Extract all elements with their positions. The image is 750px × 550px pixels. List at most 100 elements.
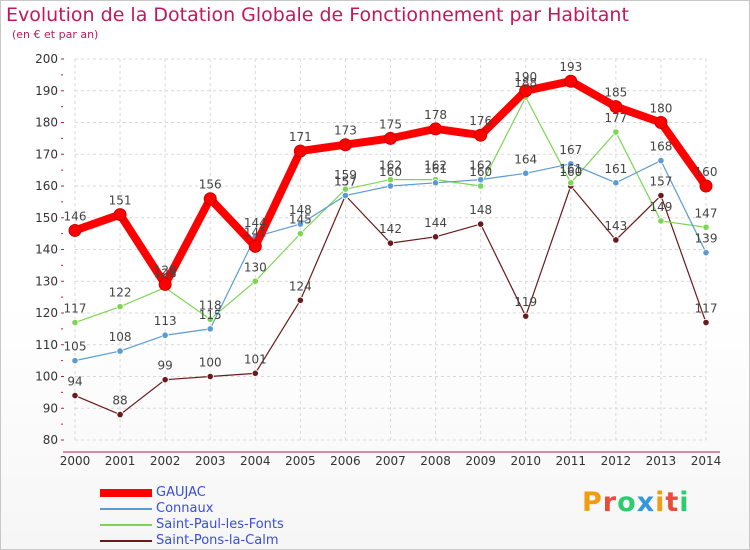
data-point: [203, 192, 217, 206]
y-tick-label: 130: [35, 274, 58, 288]
legend-entry: Saint-Paul-les-Fonts: [100, 517, 360, 533]
data-label: 146: [64, 209, 87, 223]
x-tick-label: 2013: [646, 454, 677, 468]
data-point: [384, 131, 397, 145]
logo-letter: x: [636, 487, 656, 518]
data-point: [609, 100, 623, 114]
data-point: [206, 325, 214, 333]
x-tick-label: 2002: [150, 454, 181, 468]
x-tick-label: 2012: [601, 454, 632, 468]
data-point: [161, 331, 169, 339]
data-label: 88: [112, 394, 127, 408]
proxiti-logo: Proxiti: [582, 487, 690, 518]
data-label: 139: [695, 232, 718, 246]
data-label: 185: [604, 86, 627, 100]
data-label: 171: [289, 130, 312, 144]
data-label: 162: [379, 159, 402, 173]
x-tick-label: 2005: [285, 454, 316, 468]
data-label: 105: [64, 340, 87, 354]
data-label: 147: [695, 206, 718, 220]
data-point: [431, 179, 440, 187]
data-label: 151: [109, 194, 132, 208]
data-label: 149: [649, 200, 672, 214]
data-label: 178: [424, 108, 447, 122]
data-label: 101: [244, 352, 267, 366]
data-label: 161: [604, 162, 627, 176]
x-tick-label: 2004: [240, 454, 271, 468]
data-label: 157: [334, 175, 357, 189]
data-label: 130: [244, 260, 267, 274]
legend-swatch: [100, 540, 152, 542]
x-tick-label: 2006: [330, 454, 361, 468]
data-point: [206, 372, 214, 381]
data-label: 148: [469, 203, 492, 217]
data-label: 160: [469, 165, 492, 179]
axes: 80 90 100 110 120 130 140 150 160 170 180 190 200 200…: [35, 52, 721, 468]
data-label: 142: [379, 222, 402, 236]
data-point: [612, 128, 620, 136]
data-label: 161: [424, 162, 447, 176]
data-point: [251, 277, 259, 285]
data-label: 148: [289, 203, 312, 217]
data-label: 122: [109, 286, 132, 300]
data-label: 94: [67, 375, 82, 389]
data-point: [564, 74, 578, 88]
data-point: [116, 347, 124, 355]
x-tick-label: 2008: [420, 454, 451, 468]
y-tick-label: 80: [43, 433, 58, 447]
logo-letter: i: [655, 487, 666, 518]
data-label: 176: [469, 114, 492, 128]
data-label: 160: [379, 165, 402, 179]
data-label: 188: [514, 76, 537, 90]
data-label: 100: [199, 356, 222, 370]
data-label: 117: [695, 302, 718, 316]
data-point: [657, 191, 665, 200]
y-tick-label: 100: [35, 370, 58, 384]
data-label: 175: [379, 117, 402, 131]
data-label: 190: [514, 70, 537, 84]
y-tick-label: 120: [35, 306, 58, 320]
data-point: [296, 220, 304, 228]
data-label: 119: [514, 295, 537, 309]
data-point: [338, 138, 352, 152]
data-point: [477, 220, 485, 228]
data-point: [341, 191, 350, 200]
data-label: 143: [604, 219, 627, 233]
data-point: [386, 182, 395, 190]
legend-entry: Saint-Pons-la-Calm: [100, 533, 360, 549]
data-point: [116, 410, 124, 419]
data-label: 99: [158, 359, 173, 373]
data-label: 157: [649, 175, 672, 189]
data-point: [113, 208, 127, 222]
data-label: 118: [199, 298, 222, 312]
data-point: [567, 179, 575, 187]
data-label: 157: [334, 175, 357, 189]
data-label: 145: [289, 213, 312, 227]
data-point: [654, 116, 668, 129]
data-label: 161: [559, 162, 582, 176]
data-point: [522, 312, 530, 320]
data-point: [522, 169, 530, 177]
data-point: [474, 128, 488, 142]
data-label: 128: [154, 267, 177, 281]
data-label: 160: [559, 165, 582, 179]
logo-letter: P: [582, 487, 603, 518]
chart-title: Evolution de la Dotation Globale de Fonc…: [6, 4, 629, 26]
y-tick-label: 140: [35, 243, 58, 257]
data-label: 180: [649, 102, 672, 116]
legend-swatch: [100, 508, 152, 510]
data-point: [702, 249, 710, 257]
x-tick-label: 2011: [556, 454, 587, 468]
data-point: [431, 233, 440, 241]
data-point: [71, 318, 79, 327]
logo-letter: t: [665, 487, 680, 518]
legend-entry: GAUJAC: [100, 485, 360, 501]
data-label: 173: [334, 124, 357, 138]
legend-swatch: [100, 524, 152, 526]
legend-swatch: [100, 489, 152, 497]
legend-label: Connaux: [156, 501, 214, 516]
data-point: [161, 376, 169, 384]
legend-label: GAUJAC: [156, 485, 206, 500]
